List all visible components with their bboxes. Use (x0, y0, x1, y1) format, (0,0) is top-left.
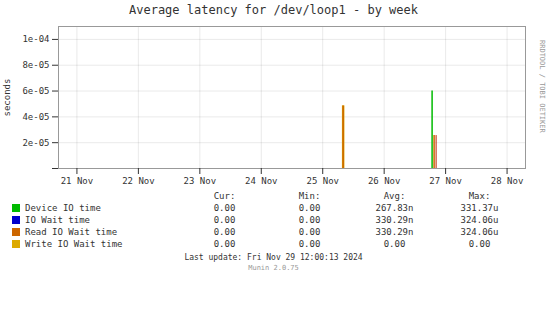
html-text:0.00: 0.00 (298, 227, 321, 237)
html-text:0.00: 0.00 (468, 239, 491, 249)
html-text:0.00: 0.00 (213, 239, 236, 249)
html-text:Write IO Wait time: Write IO Wait time (25, 239, 123, 249)
svg-text:25 Nov: 25 Nov (306, 176, 339, 186)
html-text:Munin 2.0.75: Munin 2.0.75 (248, 264, 299, 272)
svg-text:23 Nov: 23 Nov (184, 176, 217, 186)
html-text:267.83n: 267.83n (375, 203, 414, 213)
html-text:Device IO time: Device IO time (25, 203, 101, 213)
svg-text:21 Nov: 21 Nov (61, 176, 94, 186)
html-text:Cur:: Cur: (213, 191, 236, 201)
svg-text:27 Nov: 27 Nov (429, 176, 462, 186)
html-text:Read IO Wait time: Read IO Wait time (25, 227, 118, 237)
html-text:0.00: 0.00 (213, 203, 236, 213)
html-text:0.00: 0.00 (298, 215, 321, 225)
svg-text:1e-04: 1e-04 (22, 34, 49, 44)
svg-text:22 Nov: 22 Nov (122, 176, 155, 186)
html-text:Avg:: Avg: (383, 191, 406, 201)
html-text:Min:: Min: (298, 191, 321, 201)
html-text:324.06u: 324.06u (460, 227, 499, 237)
html-text:0.00: 0.00 (213, 227, 236, 237)
html-text:Max:: Max: (468, 191, 491, 201)
html-text:0.00: 0.00 (298, 239, 321, 249)
html-text:IO Wait time: IO Wait time (25, 215, 90, 225)
html-text:Last update: Fri Nov 29 12:00:: Last update: Fri Nov 29 12:00:13 2024 (184, 253, 363, 262)
svg-text:6e-05: 6e-05 (22, 86, 49, 96)
html-text:324.06u: 324.06u (460, 215, 499, 225)
svg-text:26 Nov: 26 Nov (368, 176, 401, 186)
html-text:0.00: 0.00 (298, 203, 321, 213)
html-text:330.29n: 330.29n (375, 215, 414, 225)
html-text:330.29n: 330.29n (375, 227, 414, 237)
svg-text:24 Nov: 24 Nov (245, 176, 278, 186)
html-text:0.00: 0.00 (383, 239, 406, 249)
svg-text:28 Nov: 28 Nov (491, 176, 524, 186)
html-text:331.37u: 331.37u (460, 203, 499, 213)
svg-text:4e-05: 4e-05 (22, 112, 49, 122)
html-text:0.00: 0.00 (213, 215, 236, 225)
html-text:Average latency for /dev/loop1: Average latency for /dev/loop1 - by week (129, 3, 418, 17)
html-text:RRDTOOL / TOBI OETIKER: RRDTOOL / TOBI OETIKER (538, 40, 546, 133)
svg-text:seconds: seconds (2, 79, 12, 117)
svg-text:8e-05: 8e-05 (22, 60, 49, 70)
svg-text:2e-05: 2e-05 (22, 138, 49, 148)
